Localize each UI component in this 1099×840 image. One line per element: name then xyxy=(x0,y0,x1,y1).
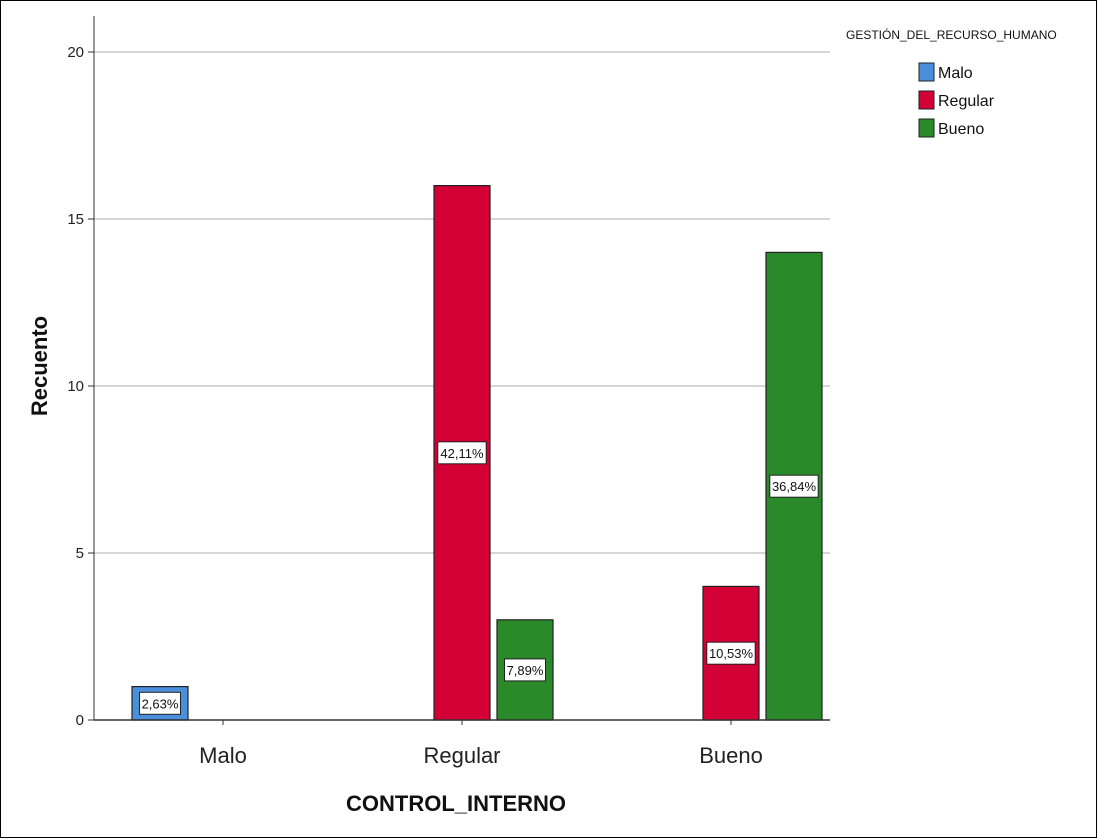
legend-swatch xyxy=(918,62,935,82)
data-label-box xyxy=(769,474,819,498)
y-axis: 0 5 10 15 20 xyxy=(67,16,95,729)
y-tick-label: 10 xyxy=(67,378,84,395)
data-label: 2,63% xyxy=(142,696,179,711)
legend-label: Regular xyxy=(938,93,995,110)
legend-label: Bueno xyxy=(938,121,984,138)
legend-title: GESTIÓN_DEL_RECURSO_HUMANO xyxy=(846,27,1057,42)
y-tick-label: 0 xyxy=(76,712,84,729)
x-tick-label: Bueno xyxy=(699,743,763,768)
data-label-box xyxy=(139,691,181,715)
y-tick-label: 20 xyxy=(67,44,84,61)
x-tick-label: Regular xyxy=(423,743,500,768)
data-label: 36,84% xyxy=(772,479,817,494)
data-label: 42,11% xyxy=(440,446,484,461)
legend-label: Malo xyxy=(938,65,973,82)
x-axis: Malo Regular Bueno xyxy=(94,719,830,768)
x-tick-label: Malo xyxy=(199,743,247,768)
y-tick-label: 15 xyxy=(67,211,84,228)
x-axis-title: CONTROL_INTERNO xyxy=(346,791,566,816)
legend: GESTIÓN_DEL_RECURSO_HUMANO Malo Regular Bu… xyxy=(846,27,1057,138)
data-label: 7,89% xyxy=(507,663,544,678)
legend-swatch xyxy=(918,118,935,138)
data-label-box xyxy=(706,641,756,665)
data-labels: 2,63% 42,11% 7,89% 10,53% 36,84% xyxy=(139,441,819,715)
data-label-box xyxy=(504,658,546,682)
legend-swatch xyxy=(918,90,935,110)
y-axis-title: Recuento xyxy=(27,316,52,416)
data-label: 10,53% xyxy=(709,646,754,661)
y-tick-label: 5 xyxy=(76,545,84,562)
data-label-box xyxy=(437,441,487,465)
